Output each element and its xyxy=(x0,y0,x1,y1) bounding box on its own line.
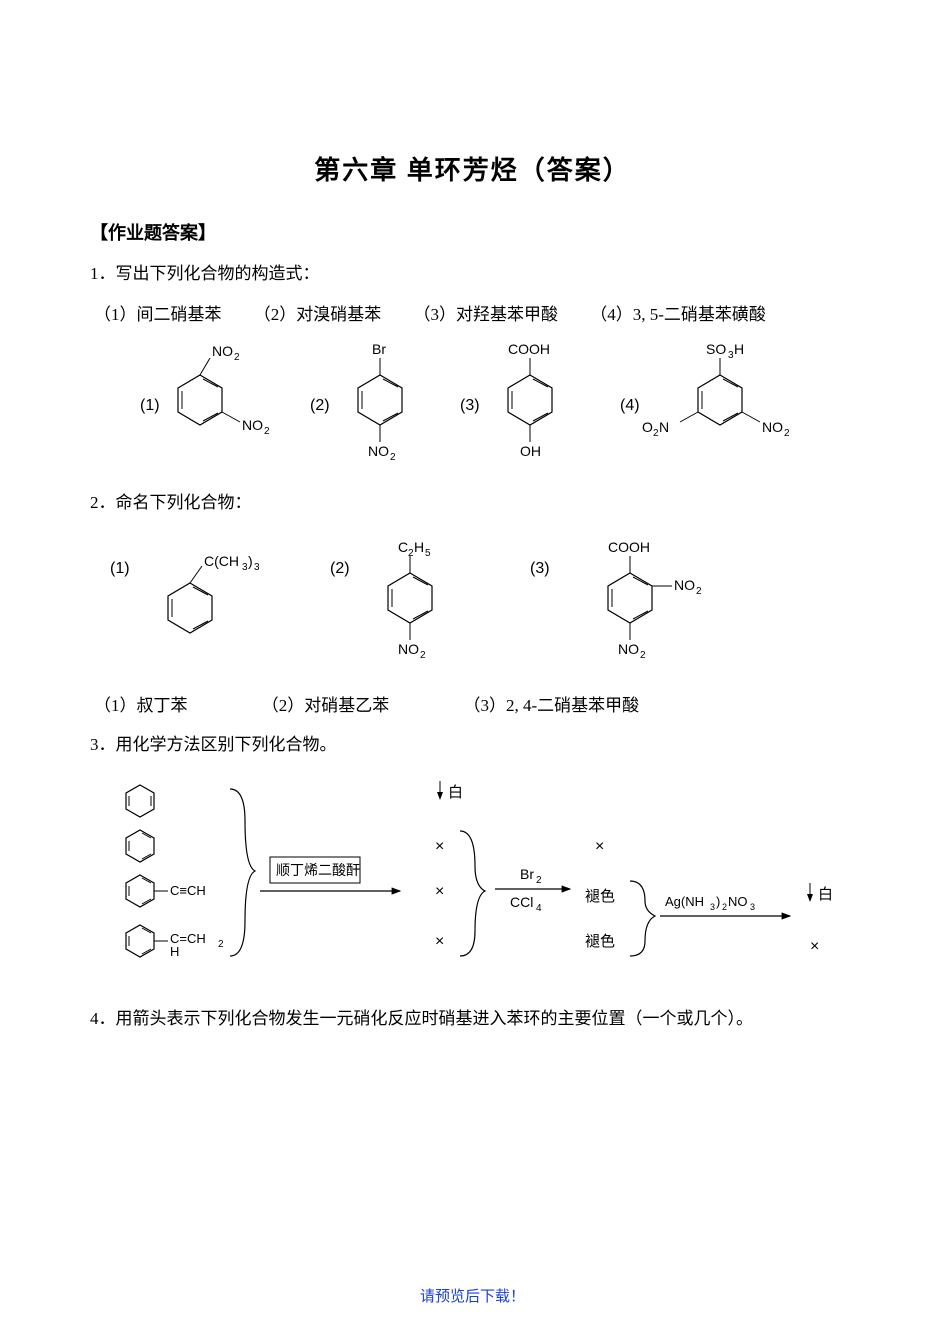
svg-text:Br: Br xyxy=(520,866,534,882)
svg-text:H: H xyxy=(170,944,179,959)
svg-text:NO: NO xyxy=(242,417,263,433)
svg-text:Br: Br xyxy=(372,341,386,357)
svg-text:2: 2 xyxy=(390,452,396,463)
svg-text:2: 2 xyxy=(784,428,790,439)
svg-text:×: × xyxy=(435,933,444,950)
q1-item-2: （2）对溴硝基苯 xyxy=(254,305,382,324)
svg-text:2: 2 xyxy=(264,426,270,437)
svg-text:×: × xyxy=(595,838,604,855)
q2-answer-3: （3）2, 4-二硝基苯甲酸 xyxy=(464,696,640,715)
svg-text:×: × xyxy=(435,838,444,855)
q1-label-2: (2) xyxy=(310,397,330,414)
q1-label-1: (1) xyxy=(140,397,160,414)
svg-text:NO: NO xyxy=(618,641,639,657)
q1-label-3: (3) xyxy=(460,397,480,414)
q2-label-3: (3) xyxy=(530,560,550,577)
svg-text:Ag(NH: Ag(NH xyxy=(665,894,704,909)
q2-answer-2: （2）对硝基乙苯 xyxy=(262,696,390,715)
page-title: 第六章 单环芳烃（答案） xyxy=(90,150,855,187)
svg-text:H: H xyxy=(414,539,424,555)
svg-text:NO: NO xyxy=(762,419,783,435)
svg-text:2: 2 xyxy=(696,586,702,597)
q1-prompt: 1．写出下列化合物的构造式： xyxy=(90,259,855,290)
svg-text:): ) xyxy=(716,894,720,909)
svg-text:褪色: 褪色 xyxy=(585,933,615,950)
svg-text:3: 3 xyxy=(710,902,715,912)
svg-text:×: × xyxy=(435,883,444,900)
svg-text:白: 白 xyxy=(818,886,833,903)
svg-text:C≡CH: C≡CH xyxy=(170,883,206,898)
q2-answer-1: （1）叔丁苯 xyxy=(94,696,188,715)
q2-prompt: 2．命名下列化合物： xyxy=(90,488,855,519)
page-footer: 请预览后下载！ xyxy=(0,1285,945,1306)
svg-text:C(CH: C(CH xyxy=(204,553,239,569)
svg-text:NO: NO xyxy=(398,641,419,657)
svg-text:SO: SO xyxy=(706,341,726,357)
section-label: 【作业题答案】 xyxy=(90,219,855,245)
svg-text:褪色: 褪色 xyxy=(585,888,615,905)
svg-text:NO: NO xyxy=(368,443,389,459)
q1-item-4: （4）3, 5-二硝基苯磺酸 xyxy=(590,305,766,324)
svg-text:2: 2 xyxy=(420,650,426,661)
svg-text:H: H xyxy=(734,341,744,357)
svg-text:2: 2 xyxy=(536,875,542,886)
q3-scheme: C≡CH C=CH2 H 顺丁烯二酸酐 白 × × xyxy=(90,771,855,986)
svg-text:4: 4 xyxy=(536,903,542,914)
svg-text:COOH: COOH xyxy=(508,341,550,357)
svg-text:NO: NO xyxy=(212,343,233,359)
q1-item-3: （3）对羟基苯甲酸 xyxy=(414,305,559,324)
svg-text:): ) xyxy=(248,553,253,569)
svg-text:顺丁烯二酸酐: 顺丁烯二酸酐 xyxy=(276,862,360,878)
svg-text:NO: NO xyxy=(674,577,695,593)
q1-item-1: （1）间二硝基苯 xyxy=(94,305,222,324)
svg-text:CCl: CCl xyxy=(510,894,533,910)
q2-structures: (1) C(CH3)3 (2) C2H5 NO2 xyxy=(90,528,855,673)
q2-label-1: (1) xyxy=(110,560,130,577)
q2-label-2: (2) xyxy=(330,560,350,577)
svg-text:2: 2 xyxy=(218,939,224,950)
svg-text:O: O xyxy=(642,419,653,435)
svg-text:2: 2 xyxy=(234,352,240,363)
svg-text:3: 3 xyxy=(254,562,260,573)
q4-prompt: 4．用箭头表示下列化合物发生一元硝化反应时硝基进入苯环的主要位置（一个或几个）。 xyxy=(90,1004,855,1035)
svg-text:×: × xyxy=(810,938,819,955)
q1-label-4: (4) xyxy=(620,397,640,414)
svg-text:OH: OH xyxy=(520,443,541,459)
svg-text:5: 5 xyxy=(425,548,431,559)
q1-items: （1）间二硝基苯 （2）对溴硝基苯 （3）对羟基苯甲酸 （4）3, 5-二硝基苯… xyxy=(94,300,855,325)
svg-text:COOH: COOH xyxy=(608,539,650,555)
svg-text:N: N xyxy=(659,419,669,435)
svg-text:3: 3 xyxy=(750,902,755,912)
svg-text:2: 2 xyxy=(722,902,727,912)
q1-structures: (1) NO2 NO2 (2) Br NO2 xyxy=(90,335,855,470)
q2-answers: （1）叔丁苯 （2）对硝基乙苯 （3）2, 4-二硝基苯甲酸 xyxy=(94,691,855,716)
svg-text:2: 2 xyxy=(640,650,646,661)
svg-text:白: 白 xyxy=(448,784,463,801)
q3-prompt: 3．用化学方法区别下列化合物。 xyxy=(90,730,855,761)
svg-text:C: C xyxy=(398,539,408,555)
svg-text:NO: NO xyxy=(728,894,748,909)
